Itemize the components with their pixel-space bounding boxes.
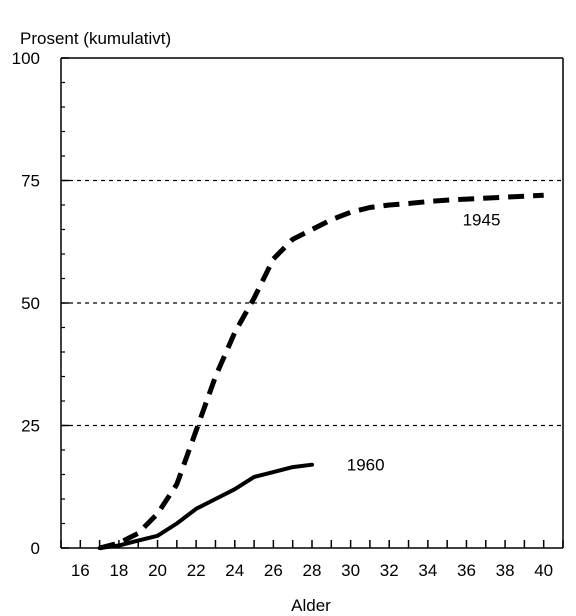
y-tick-label-50: 50: [21, 294, 40, 313]
x-tick-label-34: 34: [418, 561, 437, 580]
y-tick-label-100: 100: [12, 49, 40, 68]
series-line-1945: [98, 192, 544, 551]
x-tick-label-28: 28: [303, 561, 322, 580]
x-tick-label-26: 26: [264, 561, 283, 580]
series-label-1945: 1945: [463, 211, 501, 230]
x-tick-label-22: 22: [187, 561, 206, 580]
x-tick-label-18: 18: [109, 561, 128, 580]
x-tick-label-30: 30: [341, 561, 360, 580]
y-axis-title: Prosent (kumulativt): [20, 29, 171, 48]
y-tick-label-75: 75: [21, 172, 40, 191]
x-tick-label-40: 40: [534, 561, 553, 580]
series-line-1960: [97, 462, 314, 550]
x-tick-label-16: 16: [71, 561, 90, 580]
x-tick-label-32: 32: [380, 561, 399, 580]
gridlines: [61, 179, 563, 427]
y-tick-label-25: 25: [21, 417, 40, 436]
series: 1945 1960: [97, 192, 544, 551]
series-label-1960: 1960: [347, 456, 385, 475]
x-tick-label-38: 38: [496, 561, 515, 580]
x-tick-label-20: 20: [148, 561, 167, 580]
ticks: 0 25 50 75 100 16 18 20 22 24 26 28 30 32 34 36 38 40: [12, 49, 564, 580]
x-axis-title: Alder: [291, 596, 331, 615]
y-tick-label-0: 0: [31, 539, 40, 558]
x-tick-label-24: 24: [225, 561, 244, 580]
x-tick-label-36: 36: [457, 561, 476, 580]
